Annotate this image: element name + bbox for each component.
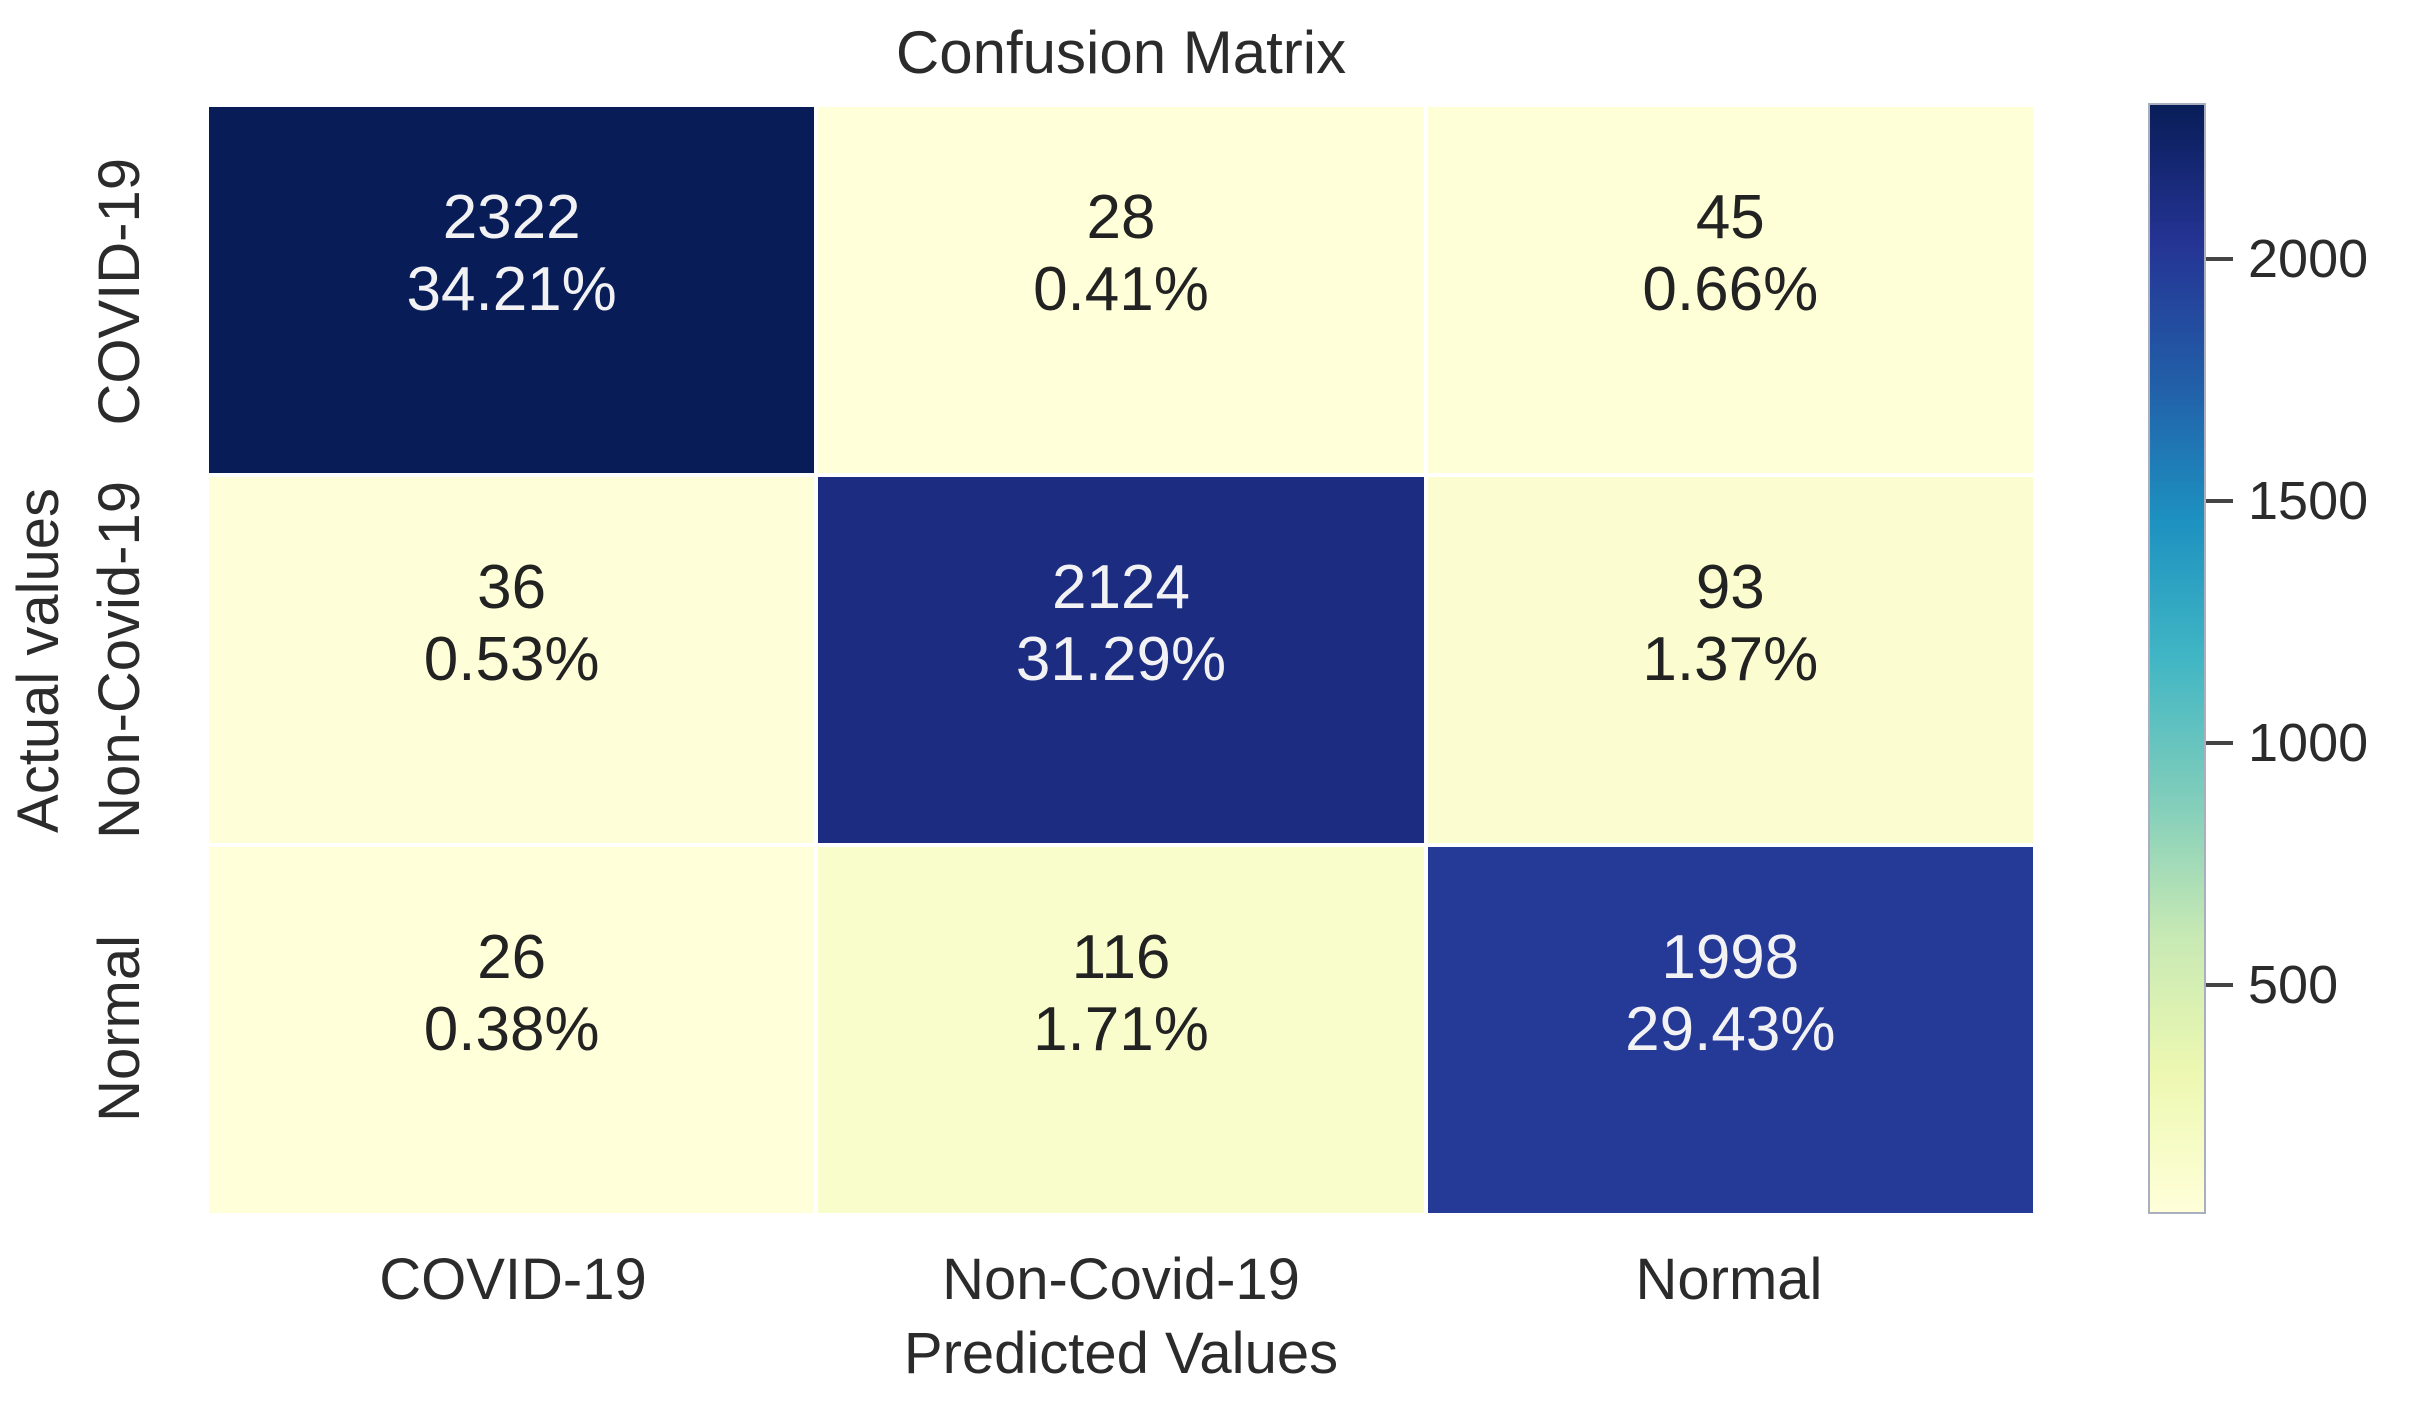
y-tick-non-covid-19: Non-Covid-19 (84, 476, 154, 845)
colorbar-tick-mark (2206, 740, 2233, 745)
colorbar-tick-label-2000: 2000 (2248, 228, 2369, 289)
colorbar-tick-mark (2206, 498, 2233, 503)
colorbar-tick-mark (2206, 982, 2233, 987)
cell-count: 36 (477, 553, 547, 622)
y-tick-label: COVID-19 (86, 157, 152, 426)
cell-annotation: 2322 34.21% (407, 182, 617, 326)
cell-annotation: 1998 29.43% (1625, 922, 1835, 1066)
heatmap-cell-non-covid-19-non-covid-19: 2124 31.29% (818, 477, 1424, 843)
cell-annotation: 36 0.53% (424, 552, 600, 696)
y-tick-normal: Normal (84, 844, 154, 1213)
heatmap-cell-non-covid-19-covid-19: 36 0.53% (209, 477, 815, 843)
colorbar-tick-mark (2206, 256, 2233, 261)
cell-annotation: 26 0.38% (424, 922, 600, 1066)
colorbar-tick-label-500: 500 (2248, 954, 2339, 1015)
heatmap-cell-normal-non-covid-19: 116 1.71% (818, 847, 1424, 1213)
cell-percent: 1.71% (1033, 995, 1209, 1064)
cell-count: 1998 (1661, 923, 1800, 992)
y-tick-covid-19: COVID-19 (84, 107, 154, 476)
heatmap-cell-non-covid-19-normal: 93 1.37% (1427, 477, 2033, 843)
y-axis-label-wrap: Actual values (4, 107, 72, 1213)
y-tick-label: Normal (86, 935, 152, 1123)
colorbar-tick-label-1000: 1000 (2248, 712, 2369, 773)
cell-percent: 1.37% (1642, 625, 1819, 694)
cell-percent: 0.66% (1642, 255, 1819, 324)
colorbar: 2000 1500 1000 500 (2148, 103, 2415, 1214)
x-tick-normal: Normal (1635, 1247, 1823, 1312)
chart-title: Confusion Matrix (895, 19, 1347, 86)
cell-percent: 31.29% (1015, 625, 1227, 694)
heatmap-grid: 2322 34.21% 28 0.41% 45 0.66% 36 0.53% 2124 31.29… (209, 107, 2033, 1213)
cell-percent: 0.53% (423, 625, 600, 694)
cell-annotation: 45 0.66% (1642, 182, 1818, 326)
x-axis-label: Predicted Values (903, 1321, 1339, 1386)
heatmap-cell-covid-19-non-covid-19: 28 0.41% (818, 107, 1424, 473)
x-tick-non-covid-19: Non-Covid-19 (942, 1247, 1300, 1312)
x-axis-tick-labels: COVID-19 Non-Covid-19 Normal (209, 1248, 2033, 1312)
cell-annotation: 93 1.37% (1642, 552, 1818, 696)
cell-percent: 34.21% (406, 255, 617, 324)
heatmap-cell-normal-normal: 1998 29.43% (1427, 847, 2033, 1213)
y-tick-label: Non-Covid-19 (86, 481, 152, 839)
cell-count: 2322 (442, 183, 581, 252)
cell-annotation: 2124 31.29% (1016, 552, 1226, 696)
cell-count: 45 (1695, 183, 1765, 252)
cell-annotation: 116 1.71% (1033, 922, 1209, 1066)
colorbar-gradient (2148, 103, 2206, 1214)
cell-percent: 29.43% (1625, 995, 1836, 1064)
cell-count: 2124 (1052, 553, 1190, 622)
heatmap-cell-covid-19-covid-19: 2322 34.21% (209, 107, 815, 473)
cell-percent: 0.41% (1033, 255, 1209, 324)
cell-count: 28 (1086, 183, 1156, 252)
cell-count: 116 (1071, 923, 1171, 992)
cell-annotation: 28 0.41% (1033, 182, 1209, 326)
heatmap-cell-normal-covid-19: 26 0.38% (209, 847, 815, 1213)
y-axis-label: Actual values (5, 487, 71, 833)
heatmap-cell-covid-19-normal: 45 0.66% (1427, 107, 2033, 473)
cell-percent: 0.38% (423, 995, 600, 1064)
cell-count: 93 (1695, 553, 1765, 622)
y-axis-tick-labels: COVID-19 Non-Covid-19 Normal (84, 107, 154, 1213)
x-tick-covid-19: COVID-19 (379, 1247, 647, 1312)
cell-count: 26 (477, 923, 547, 992)
colorbar-tick-label-1500: 1500 (2248, 470, 2369, 531)
